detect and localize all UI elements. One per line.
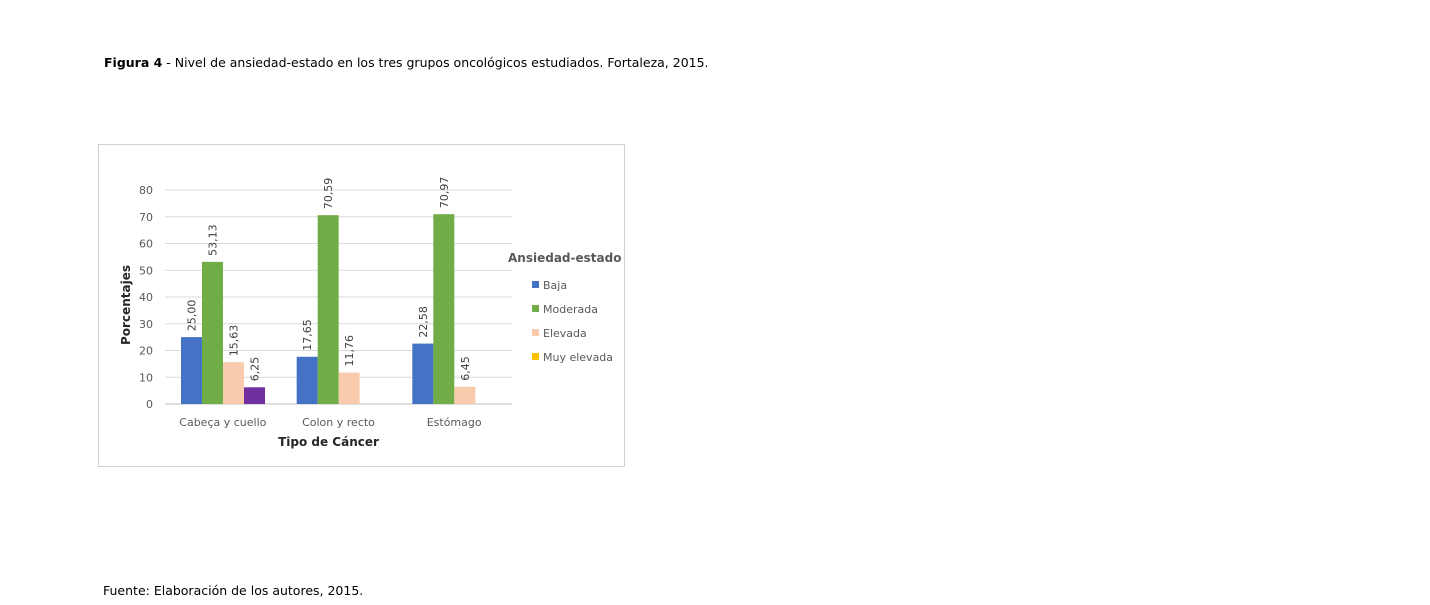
data-label: 70,97 [438, 177, 451, 209]
y-tick-label: 30 [139, 318, 153, 331]
bar [181, 337, 202, 404]
y-tick-label: 60 [139, 238, 153, 251]
legend-swatch [532, 353, 539, 360]
data-label: 25,00 [186, 300, 199, 332]
x-tick-label: Cabeça y cuello [179, 416, 266, 429]
data-label: 70,59 [322, 178, 335, 210]
legend-item: Baja [543, 279, 567, 292]
y-axis-title: Porcentajes [119, 265, 133, 345]
legend-item: Muy elevada [543, 351, 613, 364]
x-axis-title: Tipo de Cáncer [278, 435, 379, 449]
data-label: 22,58 [417, 306, 430, 338]
bar [454, 386, 476, 404]
data-label: 53,13 [207, 224, 220, 256]
bar [412, 343, 434, 404]
x-tick-label: Colon y recto [302, 416, 375, 429]
legend-swatch [532, 281, 539, 288]
bar [244, 387, 265, 404]
data-label: 15,63 [228, 325, 241, 357]
y-tick-label: 50 [139, 264, 153, 277]
data-label: 17,65 [301, 319, 314, 351]
legend-item: Elevada [543, 327, 587, 340]
figure-caption: Figura 4 - Nivel de ansiedad-estado en l… [104, 55, 709, 70]
legend-title: Ansiedad-estado [508, 251, 621, 265]
bar [338, 372, 360, 404]
data-label: 6,45 [459, 356, 472, 381]
source-note: Fuente: Elaboración de los autores, 2015… [103, 583, 364, 598]
bar [223, 362, 244, 404]
y-tick-label: 0 [146, 398, 153, 411]
bar [433, 214, 455, 404]
y-tick-label: 10 [139, 371, 153, 384]
figure-caption-text: - Nivel de ansiedad-estado en los tres g… [162, 55, 709, 70]
y-tick-label: 20 [139, 345, 153, 358]
legend-item: Moderada [543, 303, 598, 316]
y-tick-label: 40 [139, 291, 153, 304]
bar [202, 261, 223, 404]
x-tick-label: Estómago [427, 416, 482, 429]
bar [296, 356, 318, 404]
figure-caption-label: Figura 4 [104, 55, 163, 70]
y-tick-label: 80 [139, 184, 153, 197]
legend-swatch [532, 305, 539, 312]
data-label: 6,25 [249, 357, 262, 382]
legend-swatch [532, 329, 539, 336]
chart-frame: 0 10 20 30 40 50 60 70 80 25,00 53,13 15,63 6,25 Cabe… [98, 144, 625, 467]
y-tick-label: 70 [139, 211, 153, 224]
bar-chart: 0 10 20 30 40 50 60 70 80 25,00 53,13 15,63 6,25 Cabe… [119, 177, 621, 449]
bar [317, 215, 339, 404]
data-label: 11,76 [343, 335, 356, 367]
